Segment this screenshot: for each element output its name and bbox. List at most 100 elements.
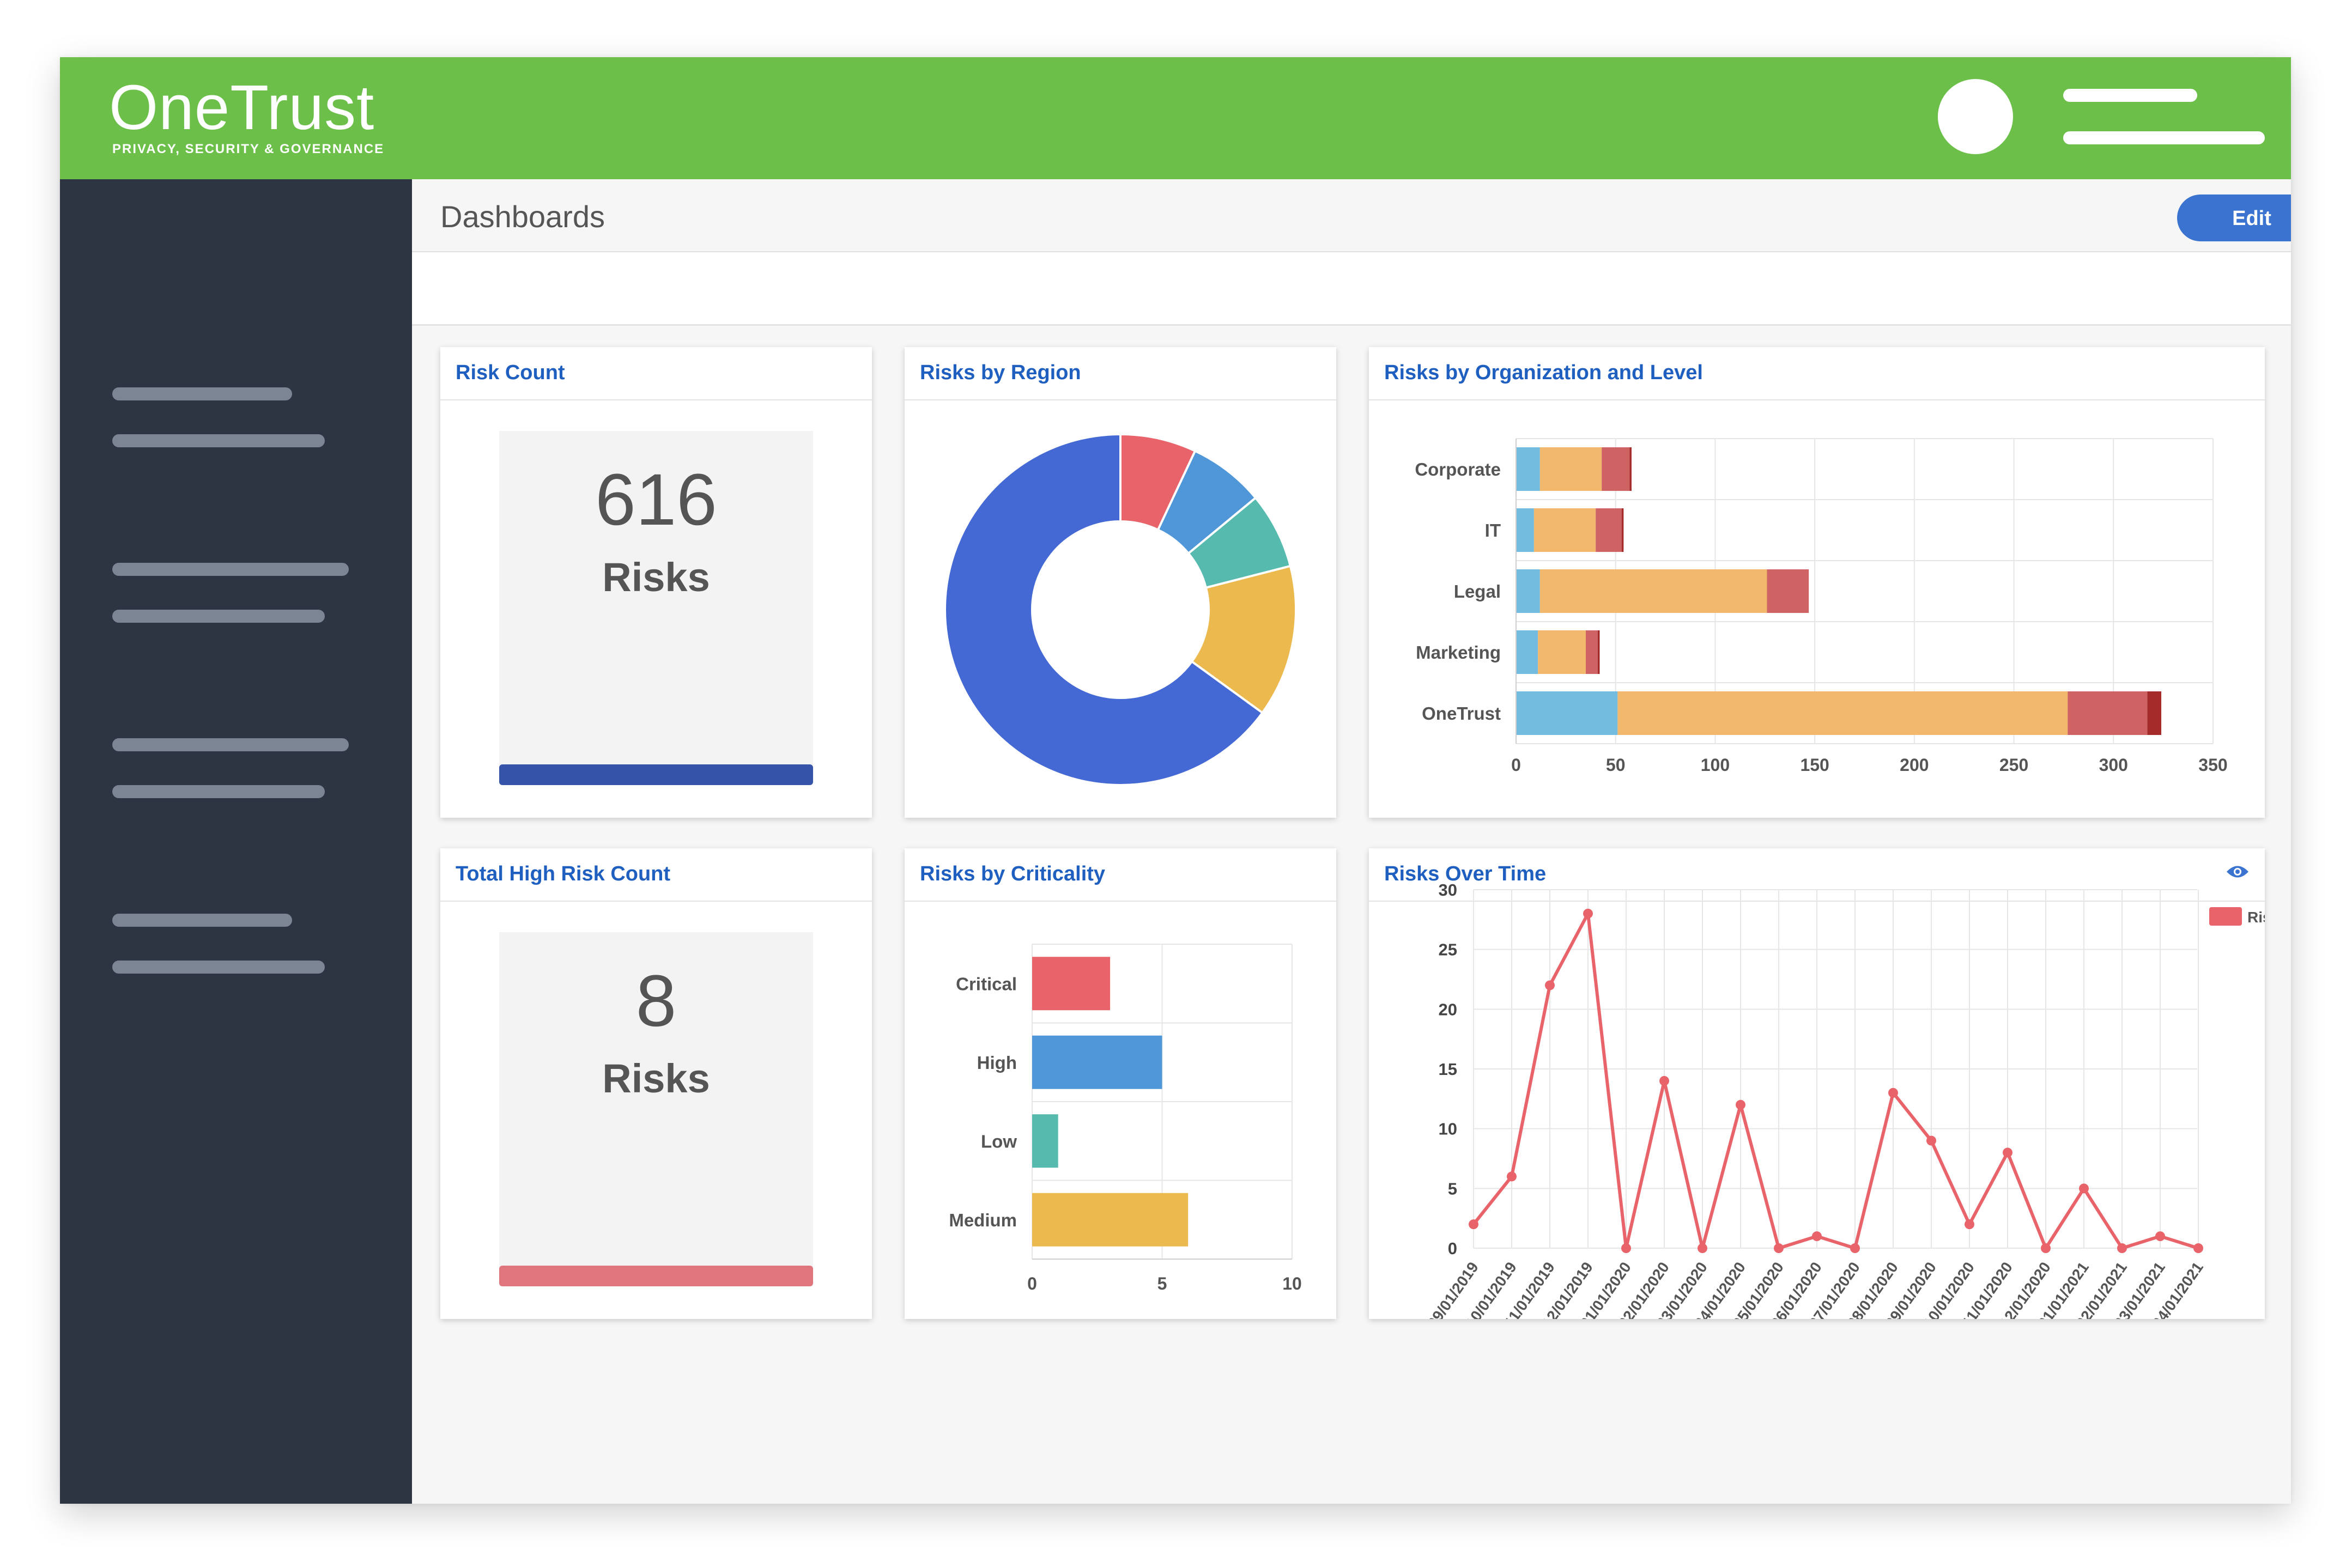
bar-segment-2 (1538, 630, 1586, 674)
data-point (1545, 980, 1555, 990)
card-risks-by-region[interactable]: Risks by Region (905, 347, 1336, 818)
eye-icon[interactable] (2226, 864, 2250, 880)
divider (440, 901, 872, 902)
sidebar-item-placeholder[interactable] (112, 610, 325, 623)
data-point (2193, 1243, 2203, 1253)
card-risks-by-criticality[interactable]: Risks by Criticality 0 5 10 Critical High Low… (905, 848, 1336, 1319)
bar-segment-2 (1617, 691, 2068, 735)
x-tick-label: 350 (2198, 755, 2227, 775)
data-point (2117, 1243, 2127, 1253)
sidebar-item-placeholder[interactable] (112, 387, 292, 400)
bar-segment-3 (1767, 569, 1809, 613)
x-tick-label: 150 (1800, 755, 1829, 775)
bar-low (1032, 1114, 1058, 1168)
data-point (1469, 1219, 1478, 1230)
bar-segment-3 (2068, 691, 2148, 735)
bar-segment-1 (1516, 691, 1618, 735)
bar-segment-3 (1602, 447, 1630, 491)
x-tick-label: 0 (1027, 1274, 1037, 1293)
stat-label: Risks (602, 555, 710, 600)
divider (1369, 399, 2265, 400)
card-title: Risks by Region (920, 361, 1081, 384)
card-title: Risks Over Time (1384, 862, 1547, 885)
bar-segment-1 (1516, 447, 1540, 491)
y-category-label: Critical (956, 974, 1017, 994)
data-point (1583, 908, 1593, 919)
bar-segment-1 (1516, 569, 1540, 613)
y-tick-label: 0 (1448, 1239, 1457, 1258)
x-tick-label: 5 (1157, 1274, 1167, 1293)
data-point (1507, 1171, 1517, 1182)
x-tick-label: 300 (2099, 755, 2128, 775)
data-point (1926, 1135, 1936, 1146)
stat-accent-bar (499, 764, 813, 785)
bar-critical (1032, 957, 1111, 1011)
data-point (1774, 1243, 1784, 1253)
data-point (1698, 1243, 1707, 1253)
card-risks-over-time[interactable]: Risks Over Time 0 5 10 15 20 25 30 09/01/2019 10… (1369, 848, 2265, 1319)
data-point (2041, 1243, 2051, 1253)
card-risks-by-org-level[interactable]: Risks by Organization and Level 0 50 100 15… (1369, 347, 2265, 818)
y-category-label: Marketing (1416, 642, 1501, 663)
y-category-label: Legal (1454, 581, 1501, 601)
bar-segment-4 (1629, 447, 1632, 491)
card-risk-count[interactable]: Risk Count 616 Risks (440, 347, 872, 818)
sidebar-item-placeholder[interactable] (112, 914, 292, 927)
menu-line (2063, 89, 2197, 102)
stat-accent-bar (499, 1266, 813, 1286)
y-category-label: High (977, 1053, 1017, 1073)
app-window: OneTrust PRIVACY, SECURITY & GOVERNANCE … (60, 57, 2291, 1504)
data-point (2003, 1147, 2012, 1158)
logo-tagline: PRIVACY, SECURITY & GOVERNANCE (112, 142, 385, 156)
bar-segment-4 (1597, 630, 1600, 674)
card-title: Risks by Criticality (920, 862, 1106, 885)
card-total-high-risk-count[interactable]: Total High Risk Count 8 Risks (440, 848, 872, 1319)
top-bar: OneTrust PRIVACY, SECURITY & GOVERNANCE (60, 57, 2291, 179)
data-point (1659, 1075, 1669, 1086)
data-point (1888, 1087, 1898, 1098)
data-point (2155, 1231, 2165, 1242)
toolbar-area (412, 252, 2291, 326)
y-tick-label: 30 (1439, 880, 1457, 900)
card-title: Total High Risk Count (456, 862, 671, 885)
page-header: Dashboards Edit (412, 179, 2291, 252)
data-point (1621, 1243, 1631, 1253)
y-tick-label: 25 (1439, 940, 1457, 959)
sidebar-item-placeholder[interactable] (112, 785, 325, 798)
bar-segment-2 (1539, 569, 1767, 613)
sidebar-item-placeholder[interactable] (112, 961, 325, 974)
edit-button[interactable]: Edit (2177, 195, 2291, 241)
sidebar-item-placeholder[interactable] (112, 738, 349, 751)
y-tick-label: 10 (1439, 1120, 1457, 1139)
divider (440, 399, 872, 400)
card-title: Risks by Organization and Level (1384, 361, 1703, 384)
y-category-label: OneTrust (1422, 703, 1501, 724)
x-tick-label: 0 (1511, 755, 1521, 775)
sidebar (60, 179, 412, 1504)
bar-segment-3 (1596, 508, 1622, 552)
sidebar-item-placeholder[interactable] (112, 563, 349, 576)
avatar[interactable] (1938, 79, 2013, 154)
y-category-label: Low (981, 1131, 1017, 1151)
x-tick-label: 10 (1282, 1274, 1302, 1293)
onetrust-logo[interactable]: OneTrust PRIVACY, SECURITY & GOVERNANCE (109, 74, 384, 157)
sidebar-item-placeholder[interactable] (112, 434, 325, 447)
y-category-label: Medium (949, 1210, 1017, 1230)
bar-segment-1 (1516, 630, 1538, 674)
bar-segment-1 (1516, 508, 1534, 552)
bar-segment-2 (1533, 508, 1596, 552)
logo-brand: OneTrust (109, 72, 375, 143)
data-point (1965, 1219, 1974, 1230)
data-point (2079, 1183, 2089, 1194)
x-tick-label: 250 (1999, 755, 2028, 775)
menu-line (2063, 131, 2265, 144)
stacked-bar-chart: 0 50 100 150 200 250 300 350 Corporate IT Legal Mar… (1415, 438, 2228, 775)
bar-segment-4 (1621, 508, 1624, 552)
x-tick-label: 50 (1606, 755, 1626, 775)
legend-swatch (2209, 907, 2242, 926)
x-tick-label: 100 (1701, 755, 1730, 775)
y-tick-label: 20 (1439, 1000, 1457, 1019)
bar-high (1032, 1035, 1162, 1089)
donut-slice-4 (1190, 564, 1297, 715)
y-tick-label: 15 (1439, 1060, 1457, 1079)
